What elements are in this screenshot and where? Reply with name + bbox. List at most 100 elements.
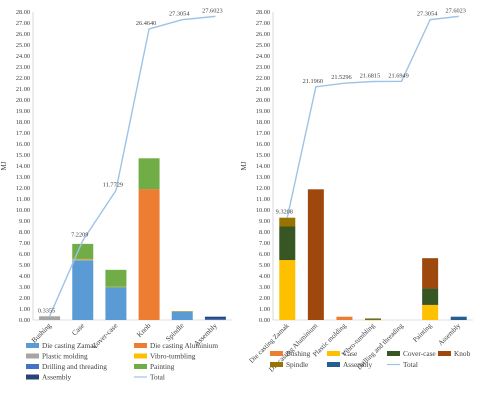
- y-tick-label: 24.00: [16, 53, 30, 60]
- legend-label: Cover-case: [403, 349, 436, 358]
- y-tick-label: 24.00: [256, 53, 270, 60]
- y-tick-label: 11.00: [256, 196, 270, 203]
- y-axis-title: MJ: [0, 161, 8, 170]
- y-tick-label: 13.00: [16, 174, 30, 181]
- y-tick-label: 8.00: [259, 229, 270, 236]
- y-tick-label: 22.00: [256, 75, 270, 82]
- y-tick-label: 28.00: [16, 9, 30, 16]
- y-tick-label: 10.00: [16, 207, 30, 214]
- y-tick-label: 16.00: [256, 141, 270, 148]
- x-tick-label: Case: [70, 321, 86, 337]
- y-tick-label: 4.00: [259, 273, 270, 280]
- legend-label: Assembly: [42, 373, 72, 382]
- bar-segment: [365, 319, 381, 321]
- y-tick-label: 2.00: [259, 295, 270, 302]
- y-tick-label: 27.00: [256, 20, 270, 27]
- y-tick-label: 12.00: [16, 185, 30, 192]
- bar-segment: [138, 189, 160, 320]
- y-tick-label: 21.00: [16, 86, 30, 93]
- total-data-label: 21.6949: [388, 72, 408, 79]
- y-tick-label: 7.00: [19, 240, 30, 247]
- bar-segment: [422, 288, 439, 305]
- y-tick-label: 21.00: [256, 86, 270, 93]
- bar-segment: [336, 316, 353, 320]
- bar-segment: [72, 243, 94, 259]
- legend-swatch: [270, 351, 283, 356]
- legend-label: Vibro-tumbling: [150, 352, 196, 361]
- total-line: [286, 15, 459, 218]
- y-tick-label: 5.00: [259, 262, 270, 269]
- bar-segment: [365, 318, 381, 319]
- total-data-label: 27.3054: [417, 11, 438, 18]
- y-tick-label: 25.00: [256, 42, 270, 49]
- total-data-label: 21.1960: [303, 78, 323, 85]
- y-tick-label: 1.00: [259, 306, 270, 313]
- total-data-label: 21.5296: [331, 74, 351, 81]
- y-tick-label: 2.00: [19, 295, 30, 302]
- bar-segment: [138, 158, 160, 190]
- y-tick-label: 1.00: [19, 306, 30, 313]
- legend-label: Knob: [454, 349, 471, 358]
- bar-segment: [105, 286, 127, 288]
- y-tick-label: 3.00: [259, 284, 270, 291]
- x-tick-label: Knob: [135, 321, 153, 339]
- legend-label: Assembly: [343, 360, 373, 369]
- y-tick-label: 28.00: [256, 9, 270, 16]
- y-tick-label: 11.00: [16, 196, 30, 203]
- y-tick-label: 5.00: [19, 262, 30, 269]
- y-tick-label: 3.00: [19, 284, 30, 291]
- y-tick-label: 7.00: [259, 240, 270, 247]
- total-data-label: 27.6023: [445, 7, 465, 14]
- legend-swatch: [26, 364, 39, 369]
- y-tick-label: 27.00: [16, 20, 30, 27]
- bar-segment: [204, 318, 226, 320]
- y-tick-label: 8.00: [19, 229, 30, 236]
- total-data-label: 27.3054: [169, 11, 190, 18]
- legend-label: Die casting Aluminium: [150, 341, 218, 350]
- legend-swatch: [134, 343, 147, 348]
- legend-swatch: [438, 351, 451, 356]
- x-tick-label: Spindle: [164, 321, 186, 343]
- bar-segment: [72, 258, 94, 260]
- y-tick-label: 23.00: [16, 64, 30, 71]
- total-data-label: 9.3208: [276, 208, 293, 215]
- total-line: [48, 15, 216, 317]
- y-tick-label: 20.00: [16, 97, 30, 104]
- legend-label: Die casting Zamak: [42, 341, 97, 350]
- y-tick-label: 0.00: [19, 317, 30, 324]
- bar-segment: [39, 316, 61, 320]
- legend-swatch: [327, 362, 340, 367]
- y-tick-label: 23.00: [256, 64, 270, 71]
- y-tick-label: 14.00: [256, 163, 270, 170]
- y-tick-label: 26.00: [256, 31, 270, 38]
- y-tick-label: 4.00: [19, 273, 30, 280]
- y-tick-label: 17.00: [256, 130, 270, 137]
- legend-label: Total: [403, 360, 418, 369]
- bar-segment: [422, 304, 439, 320]
- total-data-label: 26.4640: [136, 20, 156, 27]
- bar-segment: [105, 287, 127, 320]
- y-tick-label: 16.00: [16, 141, 30, 148]
- legend-label: Case: [343, 349, 357, 358]
- x-tick-label: Painting: [411, 321, 434, 344]
- y-tick-label: 18.00: [256, 119, 270, 126]
- y-tick-label: 0.00: [259, 317, 270, 324]
- legend-swatch: [26, 343, 39, 348]
- bar-segment: [450, 316, 467, 320]
- bar-segment: [307, 189, 324, 320]
- y-tick-label: 13.00: [256, 174, 270, 181]
- y-tick-label: 6.00: [259, 251, 270, 258]
- total-data-label: 7.2209: [71, 232, 88, 239]
- legend-swatch: [327, 351, 340, 356]
- x-tick-label: Assembly: [437, 321, 463, 347]
- bar-segment: [279, 226, 296, 261]
- legend-swatch: [26, 353, 39, 359]
- y-tick-label: 9.00: [259, 218, 270, 225]
- legend-label: Drilling and threading: [42, 362, 107, 371]
- right-chart: 0.00 1.00 2.00 3.00 4.00 5.00 6.00 7.00 8.00 9.00…: [240, 7, 473, 374]
- y-tick-label: 25.00: [16, 42, 30, 49]
- y-tick-label: 20.00: [256, 97, 270, 104]
- legend-label: Painting: [150, 362, 175, 371]
